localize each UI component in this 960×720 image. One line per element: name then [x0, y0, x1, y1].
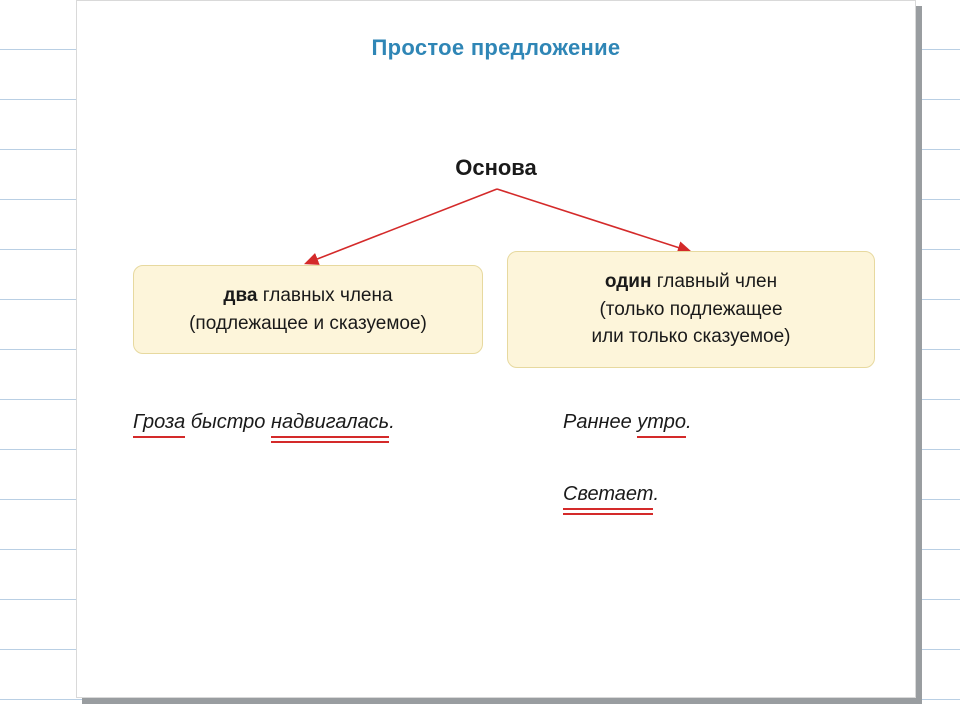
example-right1-punct: .: [686, 411, 692, 433]
example-word-predicate-only: Светает: [563, 483, 653, 508]
branch-box-left: два главных члена (подлежащее и сказуемо…: [133, 265, 483, 354]
box-left-emph: два: [223, 285, 257, 306]
example-left-punct: .: [389, 411, 395, 433]
example-word-subject: Гроза: [133, 411, 185, 436]
box-right-rest: главный член: [651, 271, 777, 292]
arrow-right: [497, 189, 689, 251]
example-row-1: Гроза быстро надвигалась. Раннее утро.: [133, 411, 859, 451]
branch-box-right: один главный член (только подлежащее или…: [507, 251, 875, 368]
box-right-line1: один главный член: [522, 268, 860, 296]
box-left-line2: (подлежащее и сказуемое): [148, 310, 468, 338]
example-right2-punct: .: [653, 483, 659, 505]
box-left-line1: два главных члена: [148, 282, 468, 310]
examples-area: Гроза быстро надвигалась. Раннее утро. С…: [133, 411, 859, 451]
example-word-adverb: быстро: [191, 411, 266, 436]
box-right-line2: (только подлежащее: [522, 296, 860, 324]
example-left-sentence: Гроза быстро надвигалась.: [133, 411, 395, 436]
example-right-sentence-1: Раннее утро.: [563, 411, 692, 436]
box-left-rest: главных члена: [257, 285, 392, 306]
root-node: Основа: [77, 155, 915, 181]
page-title: Простое предложение: [77, 35, 915, 61]
title-text: Простое предложение: [372, 35, 621, 60]
box-right-emph: один: [605, 271, 652, 292]
page: Простое предложение Основа два главных ч…: [0, 0, 960, 720]
example-word-adj: Раннее: [563, 411, 632, 436]
arrow-left: [307, 189, 497, 263]
example-right-sentence-2: Светает.: [563, 483, 659, 508]
box-right-line3: или только сказуемое): [522, 323, 860, 351]
example-word-predicate: надвигалась: [271, 411, 389, 436]
example-word-subject-only: утро: [637, 411, 686, 436]
content-card: Простое предложение Основа два главных ч…: [76, 0, 916, 698]
